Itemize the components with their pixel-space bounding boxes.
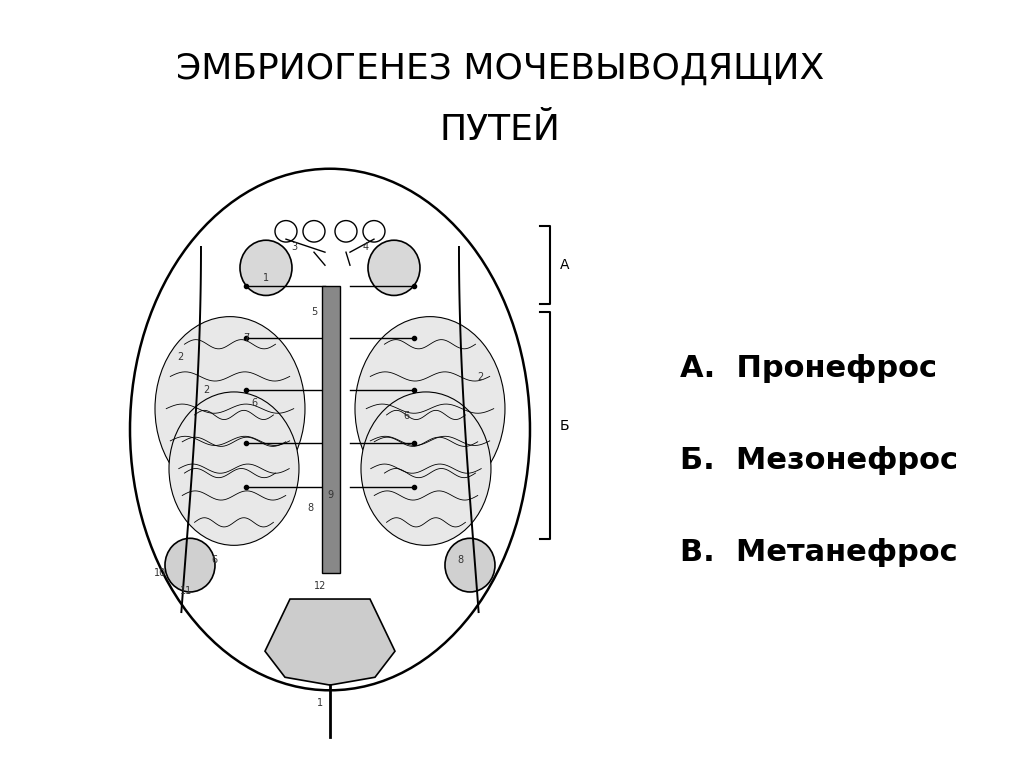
Text: 4: 4	[362, 242, 369, 252]
Ellipse shape	[165, 538, 215, 592]
Ellipse shape	[240, 240, 292, 295]
Text: 2: 2	[477, 372, 483, 383]
Text: В.  Метанефрос: В. Метанефрос	[680, 538, 957, 567]
Text: 8: 8	[307, 502, 313, 513]
Ellipse shape	[368, 240, 420, 295]
Ellipse shape	[136, 176, 524, 683]
Text: ПУТЕЙ: ПУТЕЙ	[439, 114, 560, 147]
Text: 9: 9	[327, 489, 333, 500]
Ellipse shape	[361, 392, 490, 545]
Text: 12: 12	[313, 581, 327, 591]
Text: 1: 1	[316, 698, 323, 709]
Text: 1: 1	[263, 273, 269, 283]
Text: 2: 2	[177, 351, 183, 361]
Text: Б: Б	[560, 419, 569, 433]
Text: 11: 11	[180, 586, 193, 596]
Text: ЭМБРИОГЕНЕЗ МОЧЕВЫВОДЯЩИХ: ЭМБРИОГЕНЕЗ МОЧЕВЫВОДЯЩИХ	[176, 52, 824, 86]
Text: 6: 6	[402, 411, 409, 422]
Text: 7: 7	[243, 333, 249, 344]
Text: 6: 6	[211, 555, 217, 565]
Bar	[322, 286, 340, 573]
Text: 2: 2	[203, 385, 209, 396]
Text: 10: 10	[154, 568, 166, 578]
Text: 5: 5	[311, 307, 317, 318]
Text: 8: 8	[457, 555, 463, 565]
Text: А: А	[560, 258, 569, 272]
Text: 6: 6	[251, 398, 257, 409]
Polygon shape	[265, 599, 395, 685]
Text: Б.  Мезонефрос: Б. Мезонефрос	[680, 446, 958, 475]
Ellipse shape	[445, 538, 495, 592]
Text: 3: 3	[291, 242, 297, 252]
Ellipse shape	[355, 317, 505, 501]
Text: А.  Пронефрос: А. Пронефрос	[680, 354, 937, 383]
Ellipse shape	[155, 317, 305, 501]
Ellipse shape	[169, 392, 299, 545]
